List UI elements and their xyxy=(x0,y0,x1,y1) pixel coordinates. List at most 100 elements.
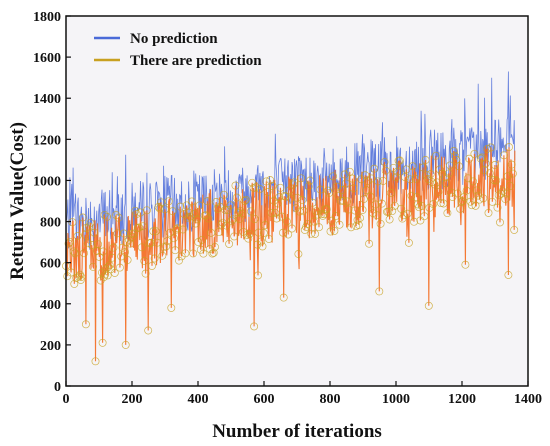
series-marker-there-are-prediction xyxy=(250,214,259,223)
series-marker-there-are-prediction xyxy=(433,178,442,187)
series-marker-there-are-prediction xyxy=(331,212,340,221)
series-marker-there-are-prediction xyxy=(398,214,407,223)
series-marker-there-are-prediction xyxy=(408,162,417,171)
x-tick-label: 1200 xyxy=(448,392,476,407)
series-marker-there-are-prediction xyxy=(504,271,513,279)
series-marker-there-are-prediction xyxy=(370,164,379,173)
series-marker-there-are-prediction xyxy=(439,199,448,208)
series-marker-there-are-prediction xyxy=(209,248,218,257)
series-marker-there-are-prediction xyxy=(130,229,139,238)
series-marker-there-are-prediction xyxy=(244,234,253,243)
series-marker-there-are-prediction xyxy=(199,249,208,258)
series-marker-there-are-prediction xyxy=(299,206,308,215)
series-marker-there-are-prediction xyxy=(313,210,322,219)
series-marker-there-are-prediction xyxy=(462,186,471,195)
series-marker-there-are-prediction xyxy=(203,197,212,206)
series-marker-there-are-prediction xyxy=(306,176,314,185)
series-marker-there-are-prediction xyxy=(461,260,470,269)
series-marker-there-are-prediction xyxy=(474,191,483,200)
series-marker-there-are-prediction xyxy=(69,247,78,256)
series-marker-there-are-prediction xyxy=(70,279,79,288)
series-marker-there-are-prediction xyxy=(481,159,490,168)
series-marker-there-are-prediction xyxy=(123,256,132,264)
series-marker-there-are-prediction xyxy=(263,188,272,196)
series-marker-there-are-prediction xyxy=(131,206,140,215)
series-marker-there-are-prediction xyxy=(207,228,216,237)
series-marker-there-are-prediction xyxy=(381,166,390,175)
series-marker-there-are-prediction xyxy=(316,185,325,194)
series-marker-there-are-prediction xyxy=(422,171,431,180)
series-marker-there-are-prediction xyxy=(454,162,463,171)
series-marker-there-are-prediction xyxy=(140,257,149,265)
series-marker-there-are-prediction xyxy=(261,221,269,230)
series-marker-there-are-prediction xyxy=(194,238,203,247)
series-layer xyxy=(62,71,519,366)
series-marker-there-are-prediction xyxy=(195,201,204,210)
series-marker-there-are-prediction xyxy=(176,202,185,211)
series-marker-there-are-prediction xyxy=(122,238,131,247)
series-marker-there-are-prediction xyxy=(293,193,302,202)
series-marker-there-are-prediction xyxy=(502,189,511,198)
series-marker-there-are-prediction xyxy=(324,186,332,195)
x-tick-label: 0 xyxy=(63,392,70,407)
series-marker-there-are-prediction xyxy=(379,176,388,185)
series-marker-there-are-prediction xyxy=(404,238,413,247)
series-marker-there-are-prediction xyxy=(126,239,135,248)
series-marker-there-are-prediction xyxy=(85,222,94,231)
series-marker-there-are-prediction xyxy=(309,217,318,226)
series-marker-there-are-prediction xyxy=(160,205,169,214)
series-marker-there-are-prediction xyxy=(108,253,117,262)
series-marker-there-are-prediction xyxy=(393,167,402,176)
series-marker-there-are-prediction xyxy=(91,357,100,366)
series-marker-there-are-prediction xyxy=(466,197,475,206)
series-marker-there-are-prediction xyxy=(507,160,516,169)
series-marker-there-are-prediction xyxy=(169,234,178,243)
series-line-there-are-prediction xyxy=(65,146,516,362)
series-marker-there-are-prediction xyxy=(392,173,400,182)
series-marker-there-are-prediction xyxy=(128,232,137,241)
series-marker-there-are-prediction xyxy=(429,200,438,209)
series-marker-there-are-prediction xyxy=(476,154,485,163)
series-marker-there-are-prediction xyxy=(78,213,87,222)
series-marker-there-are-prediction xyxy=(245,229,254,238)
series-marker-there-are-prediction xyxy=(166,228,174,237)
series-marker-there-are-prediction xyxy=(503,172,512,181)
series-marker-there-are-prediction xyxy=(467,201,476,210)
series-marker-there-are-prediction xyxy=(214,228,223,237)
series-marker-there-are-prediction xyxy=(172,225,181,234)
series-marker-there-are-prediction xyxy=(493,203,502,212)
series-marker-there-are-prediction xyxy=(110,269,119,277)
series-marker-there-are-prediction xyxy=(442,179,451,188)
series-marker-there-are-prediction xyxy=(144,326,153,335)
series-marker-there-are-prediction xyxy=(335,220,344,229)
series-marker-there-are-prediction xyxy=(365,239,374,248)
series-marker-there-are-prediction xyxy=(113,229,122,238)
series-marker-there-are-prediction xyxy=(240,197,249,205)
series-marker-there-are-prediction xyxy=(109,243,118,252)
series-marker-there-are-prediction xyxy=(478,153,487,162)
series-marker-there-are-prediction xyxy=(187,197,196,206)
series-marker-there-are-prediction xyxy=(227,216,236,225)
series-marker-there-are-prediction xyxy=(384,207,393,216)
series-marker-there-are-prediction xyxy=(483,145,492,153)
series-marker-there-are-prediction xyxy=(257,237,266,246)
series-marker-there-are-prediction xyxy=(267,208,276,217)
series-marker-there-are-prediction xyxy=(329,172,338,181)
series-marker-there-are-prediction xyxy=(434,188,443,197)
series-marker-there-are-prediction xyxy=(73,232,82,240)
series-marker-there-are-prediction xyxy=(484,208,493,217)
series-marker-there-are-prediction xyxy=(395,156,404,165)
series-marker-there-are-prediction xyxy=(115,263,124,272)
ticks-layer: 0 200 400 600 800 1000 1200 1400 0 200 400 600 800 10… xyxy=(33,10,542,407)
legend: No prediction There are prediction xyxy=(94,31,262,69)
series-marker-there-are-prediction xyxy=(311,229,320,238)
series-marker-there-are-prediction xyxy=(221,205,230,214)
y-tick-label: 800 xyxy=(40,216,61,231)
series-marker-there-are-prediction xyxy=(112,211,121,220)
series-marker-there-are-prediction xyxy=(279,293,288,302)
series-marker-there-are-prediction xyxy=(449,147,458,155)
series-marker-there-are-prediction xyxy=(388,207,397,216)
series-marker-there-are-prediction xyxy=(288,224,296,233)
series-marker-there-are-prediction xyxy=(356,214,365,222)
series-marker-there-are-prediction xyxy=(237,209,246,218)
